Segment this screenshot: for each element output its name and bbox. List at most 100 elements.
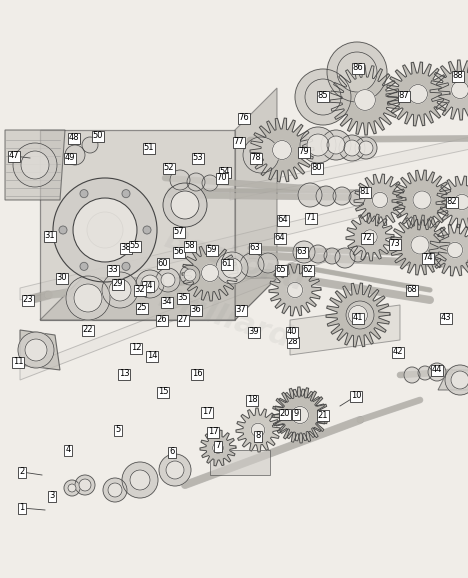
Polygon shape <box>346 213 394 261</box>
Text: 59: 59 <box>207 246 217 254</box>
Circle shape <box>454 194 468 210</box>
Circle shape <box>355 90 375 110</box>
Circle shape <box>161 273 175 287</box>
Circle shape <box>102 272 138 308</box>
Circle shape <box>122 462 158 498</box>
Text: 60: 60 <box>158 258 168 268</box>
Circle shape <box>170 170 190 190</box>
Circle shape <box>53 178 157 282</box>
Polygon shape <box>200 430 236 466</box>
Text: 51: 51 <box>144 143 154 153</box>
Circle shape <box>184 269 196 281</box>
Polygon shape <box>20 248 330 380</box>
Circle shape <box>292 406 308 424</box>
Text: 68: 68 <box>407 286 417 295</box>
Circle shape <box>344 140 360 156</box>
Text: 11: 11 <box>13 358 23 366</box>
Text: 56: 56 <box>174 247 184 257</box>
Circle shape <box>251 423 265 437</box>
Text: 81: 81 <box>360 187 370 197</box>
Text: 79: 79 <box>299 147 309 157</box>
Text: 21: 21 <box>318 410 328 420</box>
Circle shape <box>327 42 387 102</box>
Text: 9: 9 <box>293 409 299 418</box>
Text: 47: 47 <box>9 151 19 161</box>
Text: 7: 7 <box>215 442 221 450</box>
Circle shape <box>339 135 365 161</box>
Circle shape <box>108 483 122 497</box>
Text: 76: 76 <box>239 113 249 123</box>
Text: 44: 44 <box>432 365 442 375</box>
Circle shape <box>65 145 85 165</box>
Circle shape <box>307 134 329 156</box>
Text: 26: 26 <box>157 316 168 324</box>
Polygon shape <box>430 60 468 120</box>
Polygon shape <box>330 65 400 135</box>
Circle shape <box>346 301 374 329</box>
Circle shape <box>25 339 47 361</box>
Circle shape <box>75 475 95 495</box>
Text: 29: 29 <box>113 280 123 288</box>
Text: 77: 77 <box>234 138 244 146</box>
Circle shape <box>321 130 351 160</box>
Circle shape <box>327 136 345 154</box>
Text: 1: 1 <box>19 503 25 513</box>
Text: 39: 39 <box>249 328 259 336</box>
Text: 23: 23 <box>22 295 33 305</box>
Text: 64: 64 <box>278 216 288 224</box>
Circle shape <box>109 279 131 301</box>
Circle shape <box>73 198 137 262</box>
Text: 41: 41 <box>353 313 363 323</box>
Circle shape <box>309 245 327 263</box>
Polygon shape <box>235 88 277 320</box>
Circle shape <box>64 480 80 496</box>
Circle shape <box>258 253 278 273</box>
Circle shape <box>295 69 351 125</box>
Polygon shape <box>438 370 468 390</box>
Circle shape <box>349 190 365 206</box>
Text: 40: 40 <box>287 328 297 336</box>
Polygon shape <box>326 283 390 347</box>
Polygon shape <box>210 450 270 475</box>
Text: 42: 42 <box>393 347 403 357</box>
Circle shape <box>316 186 336 206</box>
Circle shape <box>222 258 242 278</box>
Circle shape <box>166 461 184 479</box>
Circle shape <box>103 478 127 502</box>
Text: 20: 20 <box>280 409 290 418</box>
Text: 18: 18 <box>247 395 257 405</box>
Text: 82: 82 <box>446 198 457 206</box>
Circle shape <box>66 276 110 320</box>
Text: 4: 4 <box>66 446 71 454</box>
Text: 64: 64 <box>275 234 285 243</box>
Text: 16: 16 <box>192 369 202 379</box>
Text: 62: 62 <box>303 265 313 275</box>
Polygon shape <box>429 224 468 276</box>
Text: 52: 52 <box>164 164 174 172</box>
Text: 8: 8 <box>256 432 261 440</box>
Circle shape <box>59 226 67 234</box>
Circle shape <box>243 137 279 173</box>
Text: 78: 78 <box>251 154 261 162</box>
Circle shape <box>74 284 102 312</box>
Text: 36: 36 <box>190 306 201 314</box>
Text: 35: 35 <box>178 294 188 302</box>
Circle shape <box>298 183 322 207</box>
Text: 50: 50 <box>93 132 103 140</box>
Circle shape <box>335 248 355 268</box>
Circle shape <box>337 52 377 92</box>
Polygon shape <box>5 130 65 200</box>
Text: 61: 61 <box>222 260 232 269</box>
Text: 72: 72 <box>362 234 373 243</box>
Text: 13: 13 <box>119 369 129 379</box>
Circle shape <box>21 151 49 179</box>
Text: 15: 15 <box>158 387 168 397</box>
Circle shape <box>418 366 432 380</box>
Circle shape <box>293 241 315 263</box>
Circle shape <box>363 230 377 244</box>
Circle shape <box>350 246 366 262</box>
Polygon shape <box>20 188 430 300</box>
Text: 63: 63 <box>249 243 260 253</box>
Circle shape <box>18 332 54 368</box>
Text: 58: 58 <box>185 242 195 250</box>
